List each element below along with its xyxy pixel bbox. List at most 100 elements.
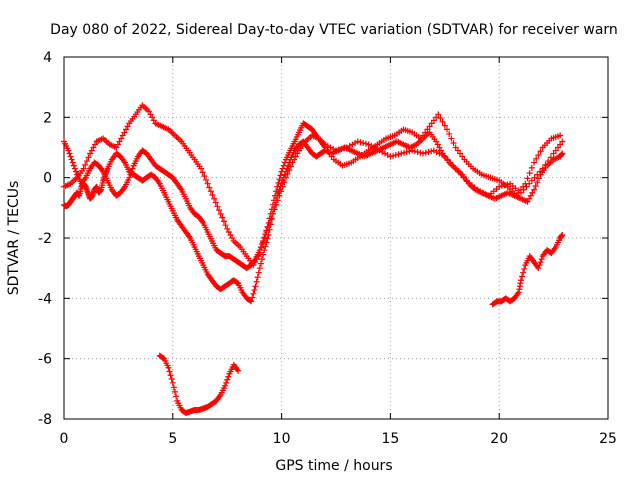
data-point <box>214 203 221 210</box>
data-point <box>278 188 285 195</box>
data-point <box>119 132 126 139</box>
data-points <box>61 102 566 416</box>
data-point <box>417 135 424 142</box>
grid <box>64 57 608 419</box>
data-point <box>433 138 440 145</box>
data-point <box>534 179 541 186</box>
data-point <box>253 278 260 285</box>
series-track-4 <box>156 352 242 416</box>
data-point <box>523 183 530 190</box>
data-point <box>169 379 176 386</box>
data-point <box>224 225 231 232</box>
data-point <box>433 114 440 121</box>
data-point <box>439 118 446 125</box>
data-point <box>165 364 172 371</box>
data-point <box>127 171 134 178</box>
data-point <box>80 165 87 172</box>
data-point <box>273 201 280 208</box>
data-point <box>70 162 77 169</box>
data-point <box>498 182 505 189</box>
data-point <box>266 219 273 226</box>
data-point <box>211 195 218 202</box>
data-point <box>452 165 459 172</box>
data-point <box>250 290 257 297</box>
data-point <box>395 151 402 158</box>
x-tick-label: 0 <box>60 431 69 447</box>
data-point <box>447 159 454 166</box>
data-point <box>437 115 444 122</box>
data-point <box>529 189 536 196</box>
data-point <box>250 262 257 269</box>
data-point <box>527 192 534 199</box>
data-point <box>504 181 511 188</box>
data-point <box>420 132 427 139</box>
data-point <box>256 265 263 272</box>
data-point <box>209 192 216 199</box>
data-point <box>145 108 152 115</box>
data-point <box>212 199 219 206</box>
x-axis-label: GPS time / hours <box>275 458 392 474</box>
data-point <box>124 123 131 130</box>
data-point <box>219 214 226 221</box>
data-point <box>168 376 175 383</box>
data-point <box>557 132 564 139</box>
data-point <box>116 138 123 145</box>
data-point <box>259 256 266 263</box>
data-point <box>534 171 541 178</box>
chart-title: Day 080 of 2022, Sidereal Day-to-day VTE… <box>50 22 618 38</box>
data-point <box>409 147 416 154</box>
data-point <box>434 141 441 148</box>
data-point <box>199 169 206 176</box>
data-point <box>216 207 223 214</box>
data-point <box>420 150 427 157</box>
x-tick-label: 5 <box>168 431 177 447</box>
data-point <box>448 135 455 142</box>
data-point <box>217 210 224 217</box>
data-point <box>281 159 288 166</box>
data-point <box>520 269 527 276</box>
data-point <box>528 164 535 171</box>
data-point <box>160 354 167 361</box>
series-track-5 <box>489 231 566 308</box>
data-point <box>519 273 526 280</box>
data-point <box>452 144 459 151</box>
data-point <box>129 165 136 172</box>
data-point <box>554 144 561 151</box>
data-point <box>222 382 229 389</box>
data-point <box>294 150 301 157</box>
data-point <box>460 174 467 181</box>
data-point <box>425 149 432 156</box>
data-point <box>206 184 213 191</box>
data-point <box>417 149 424 156</box>
data-point <box>256 250 263 257</box>
data-point <box>87 150 94 157</box>
data-point <box>118 135 125 142</box>
data-point <box>357 139 364 146</box>
data-point <box>535 152 542 159</box>
data-point <box>524 175 531 182</box>
data-point <box>268 215 275 222</box>
data-point <box>92 141 99 148</box>
data-point <box>222 222 229 229</box>
data-point <box>398 150 405 157</box>
data-point <box>422 129 429 136</box>
data-point <box>537 259 544 266</box>
data-point <box>235 367 242 374</box>
data-point <box>88 147 95 154</box>
data-point <box>265 231 272 238</box>
data-point <box>426 123 433 130</box>
data-point <box>276 176 283 183</box>
data-point <box>281 171 288 178</box>
data-point <box>90 144 97 151</box>
data-point <box>401 149 407 156</box>
data-point <box>535 175 542 182</box>
data-point <box>287 163 294 170</box>
data-point <box>441 122 448 129</box>
data-point <box>126 174 133 181</box>
data-point <box>428 148 435 155</box>
data-point <box>446 130 453 137</box>
y-tick-label: -8 <box>38 412 52 428</box>
data-point <box>173 393 180 400</box>
data-point <box>435 111 442 118</box>
